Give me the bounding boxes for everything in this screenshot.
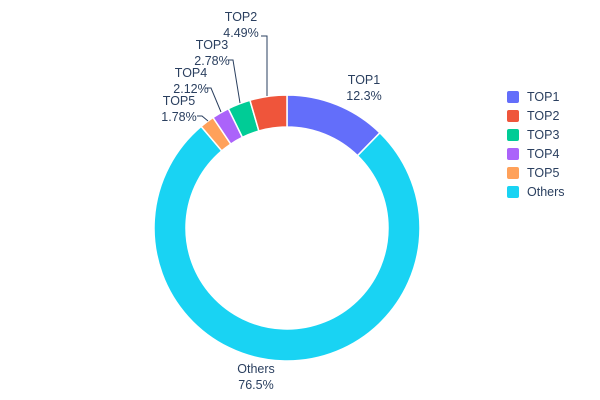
slice-label-others: Others 76.5% — [237, 361, 275, 393]
legend-swatch-others — [507, 186, 519, 198]
pie-slice-top2[interactable] — [249, 94, 288, 132]
leader-line-top2 — [261, 35, 268, 96]
legend: TOP1 TOP2 TOP3 TOP4 TOP5 Others — [507, 90, 565, 199]
slice-label-name: TOP3 — [195, 38, 229, 52]
legend-swatch-top2 — [507, 110, 519, 122]
legend-label: TOP3 — [527, 128, 560, 142]
slice-label-percent: 4.49% — [223, 26, 259, 40]
legend-item-others[interactable]: Others — [507, 185, 565, 199]
pie-slice-others[interactable] — [153, 125, 421, 362]
legend-label: TOP1 — [527, 90, 560, 104]
leader-line-top5 — [197, 115, 209, 122]
slice-label-top5: TOP5 1.78% — [161, 93, 196, 125]
legend-label: TOP4 — [527, 147, 560, 161]
leader-line-top4 — [205, 87, 222, 113]
legend-swatch-top4 — [507, 148, 519, 160]
slice-label-top1: TOP1 12.3% — [346, 72, 381, 104]
legend-item-top4[interactable]: TOP4 — [507, 147, 565, 161]
slice-label-top3: TOP3 2.78% — [194, 37, 229, 69]
legend-item-top3[interactable]: TOP3 — [507, 128, 565, 142]
slice-label-name: TOP4 — [174, 66, 208, 80]
legend-label: Others — [527, 185, 565, 199]
slice-label-percent: 2.12% — [173, 82, 209, 96]
legend-swatch-top3 — [507, 129, 519, 141]
slice-label-top4: TOP4 2.12% — [173, 65, 208, 97]
legend-swatch-top1 — [507, 91, 519, 103]
slice-label-top2: TOP2 4.49% — [223, 9, 258, 41]
slice-label-percent: 2.78% — [194, 54, 230, 68]
slice-label-name: TOP2 — [224, 10, 258, 24]
legend-label: TOP2 — [527, 109, 560, 123]
legend-swatch-top5 — [507, 167, 519, 179]
slice-label-name: TOP5 — [162, 94, 196, 108]
legend-item-top2[interactable]: TOP2 — [507, 109, 565, 123]
slice-label-name: TOP1 — [347, 73, 381, 87]
legend-item-top5[interactable]: TOP5 — [507, 166, 565, 180]
legend-item-top1[interactable]: TOP1 — [507, 90, 565, 104]
slice-label-name: Others — [237, 362, 275, 376]
legend-label: TOP5 — [527, 166, 560, 180]
leader-line-top3 — [228, 59, 241, 104]
slice-label-percent: 12.3% — [346, 89, 382, 103]
slice-label-percent: 1.78% — [161, 110, 197, 124]
slice-label-percent: 76.5% — [238, 378, 274, 392]
